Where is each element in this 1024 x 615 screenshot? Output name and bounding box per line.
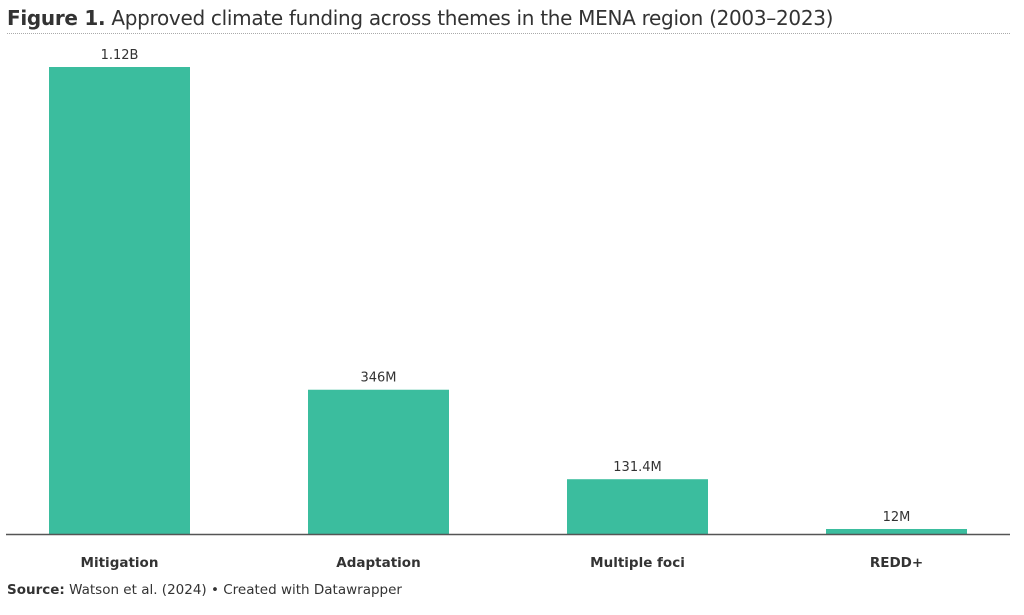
data-label: 346M: [360, 371, 396, 386]
bar-adaptation: [308, 389, 449, 534]
data-label: 12M: [883, 510, 911, 525]
chart-title: Figure 1. Approved climate funding acros…: [7, 6, 833, 30]
source-note: Source: Watson et al. (2024) • Created w…: [7, 582, 402, 598]
category-label: Adaptation: [336, 555, 420, 571]
category-label: Multiple foci: [590, 555, 685, 571]
source-label: Source:: [7, 582, 65, 598]
title-prefix: Figure 1.: [7, 6, 106, 30]
category-label: REDD+: [870, 555, 923, 571]
title-divider: [7, 33, 1010, 34]
source-text: Watson et al. (2024) • Created with Data…: [64, 582, 402, 598]
bar-mitigation: [49, 67, 190, 534]
bar-multiple-foci: [567, 479, 708, 534]
title-text: Approved climate funding across themes i…: [105, 6, 834, 30]
category-label: Mitigation: [81, 555, 159, 571]
bar-redd-: [826, 528, 967, 534]
data-label: 1.12B: [101, 48, 139, 63]
data-label: 131.4M: [613, 460, 661, 475]
